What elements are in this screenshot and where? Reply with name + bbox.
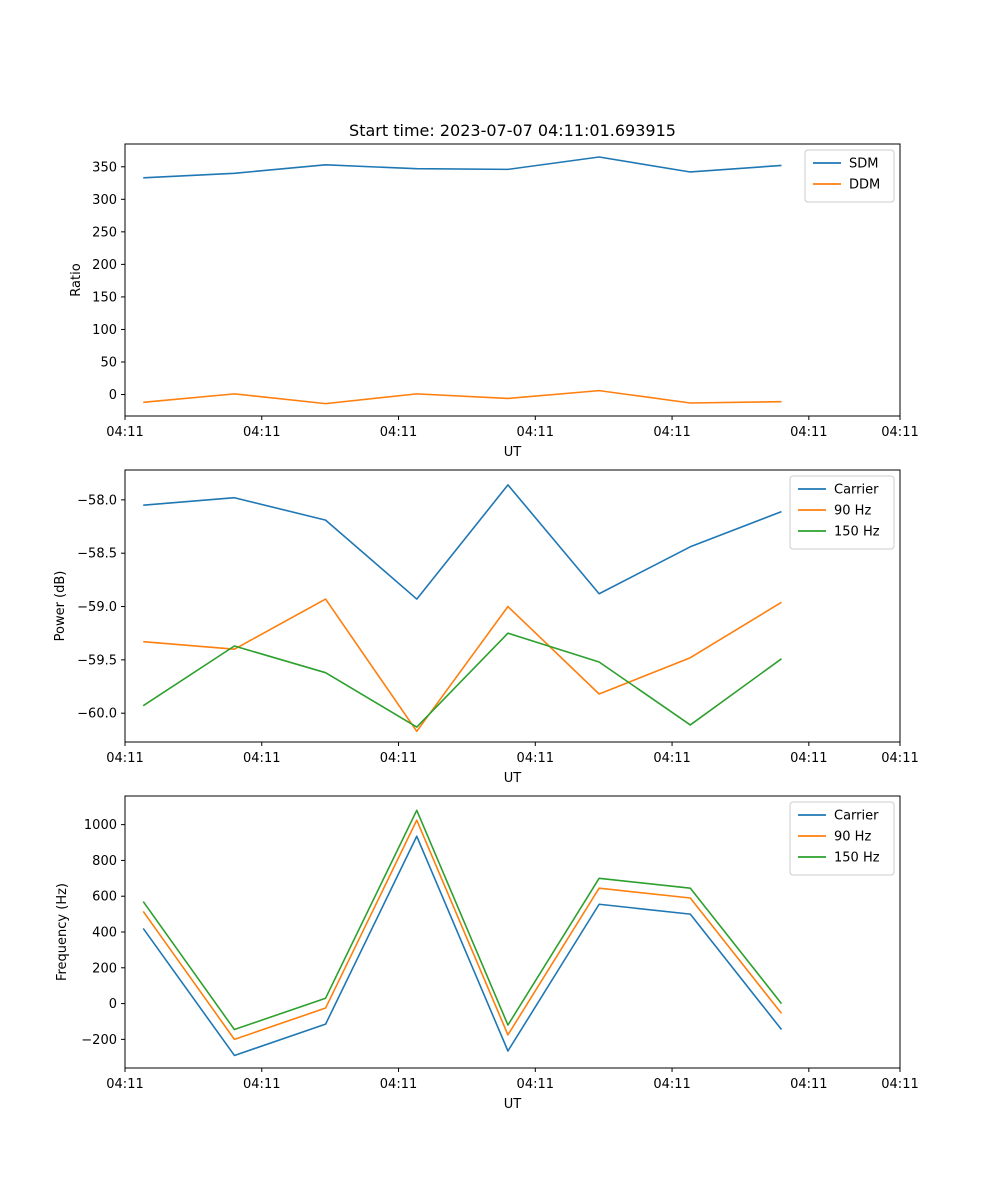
ratio-x-tick-label: 04:11 — [653, 425, 690, 440]
ratio-x-tick-label: 04:11 — [380, 425, 417, 440]
power-x-tick-label: 04:11 — [881, 751, 918, 766]
ratio-legend-label: SDM — [849, 157, 878, 172]
frequency-plot-area: 04:11 04:11 04:11 04:11 04:11 04:11 04:11 −200 0… — [81, 795, 919, 1092]
frequency-x-tick-label: 04:11 — [106, 1077, 143, 1092]
ratio-x-tick-label: 04:11 — [243, 425, 280, 440]
frequency-y-tick-label: 0 — [109, 997, 117, 1012]
frequency-x-tick-label: 04:11 — [653, 1077, 690, 1092]
frequency-y-tick-label: 800 — [92, 854, 117, 869]
power-y-tick-label: −58.0 — [77, 493, 117, 508]
ratio-y-tick-label: 350 — [92, 160, 117, 175]
ratio-x-tick-label: 04:11 — [106, 425, 143, 440]
power-x-tick-label: 04:11 — [790, 751, 827, 766]
ratio-x-tick-label: 04:11 — [517, 425, 554, 440]
frequency-x-tick-label: 04:11 — [243, 1077, 280, 1092]
power-y-tick-label: −59.5 — [77, 653, 117, 668]
frequency-legend-label: 150 Hz — [834, 851, 880, 866]
frequency-x-axis-label: UT — [504, 1097, 522, 1112]
ratio-y-tick-label: 50 — [100, 355, 117, 370]
ratio-legend-label: DDM — [849, 178, 880, 193]
ratio-panel: Start time: 2023-07-07 04:11:01.693915 0… — [69, 121, 919, 460]
frequency-x-tick-label: 04:11 — [790, 1077, 827, 1092]
ratio-y-tick-label: 150 — [92, 290, 117, 305]
power-x-tick-label: 04:11 — [653, 751, 690, 766]
frequency-legend-label: 90 Hz — [834, 830, 871, 845]
frequency-x-tick-label: 04:11 — [517, 1077, 554, 1092]
power-x-tick-label: 04:11 — [243, 751, 280, 766]
power-y-tick-label: −58.5 — [77, 547, 117, 562]
frequency-y-tick-label: 600 — [92, 890, 117, 905]
ratio-legend: SDM DDM — [804, 149, 895, 203]
power-legend: Carrier 90 Hz 150 Hz — [789, 475, 895, 550]
power-legend-label: 90 Hz — [834, 504, 871, 519]
ratio-x-axis-label: UT — [504, 445, 522, 460]
frequency-panel: 04:11 04:11 04:11 04:11 04:11 04:11 04:11 −200 0… — [55, 795, 919, 1112]
frequency-x-tick-label: 04:11 — [380, 1077, 417, 1092]
frequency-y-tick-label: 1000 — [84, 818, 117, 833]
ratio-y-tick-label: 300 — [92, 193, 117, 208]
frequency-y-tick-label: 400 — [92, 926, 117, 941]
power-x-tick-label: 04:11 — [517, 751, 554, 766]
ratio-x-tick-label: 04:11 — [881, 425, 918, 440]
ratio-axes-frame — [124, 143, 901, 417]
power-legend-label: Carrier — [834, 483, 879, 498]
power-y-tick-label: −59.0 — [77, 600, 117, 615]
ratio-series-sdm-line — [143, 156, 782, 179]
frequency-series-carrier-line — [142, 835, 783, 1057]
chart-title: Start time: 2023-07-07 04:11:01.693915 — [349, 121, 676, 140]
power-series-90-hz-line — [143, 598, 782, 733]
power-y-axis-label: Power (dB) — [53, 571, 68, 642]
power-x-tick-label: 04:11 — [380, 751, 417, 766]
frequency-legend-label: Carrier — [834, 809, 879, 824]
frequency-y-axis-label: Frequency (Hz) — [55, 883, 70, 981]
frequency-x-tick-label: 04:11 — [881, 1077, 918, 1092]
power-legend-label: 150 Hz — [834, 525, 880, 540]
ratio-y-tick-label: 250 — [92, 225, 117, 240]
frequency-y-tick-label: 200 — [92, 961, 117, 976]
ratio-x-tick-label: 04:11 — [790, 425, 827, 440]
ratio-series-ddm-line — [143, 389, 782, 405]
frequency-legend: Carrier 90 Hz 150 Hz — [789, 801, 895, 876]
power-series-150-hz-line — [142, 632, 782, 728]
power-axes-frame — [124, 469, 901, 743]
power-y-tick-label: −60.0 — [77, 707, 117, 722]
power-plot-area: 04:11 04:11 04:11 04:11 04:11 04:11 04:11 −60.0… — [77, 469, 919, 766]
ratio-y-tick-label: 200 — [92, 258, 117, 273]
ratio-y-tick-label: 100 — [92, 323, 117, 338]
frequency-y-tick-label: −200 — [81, 1033, 117, 1048]
ratio-y-tick-label: 0 — [109, 388, 117, 403]
ratio-y-axis-label: Ratio — [69, 263, 84, 296]
ratio-plot-area: 04:11 04:11 04:11 04:11 04:11 04:11 04:11 0 50 10… — [92, 143, 919, 440]
frequency-series-90-hz-line — [142, 819, 783, 1041]
power-series-carrier-line — [143, 484, 782, 600]
power-panel: 04:11 04:11 04:11 04:11 04:11 04:11 04:11 −60.0… — [53, 469, 919, 786]
power-x-axis-label: UT — [504, 771, 522, 786]
power-x-tick-label: 04:11 — [106, 751, 143, 766]
frequency-series-150-hz-line — [142, 809, 783, 1031]
